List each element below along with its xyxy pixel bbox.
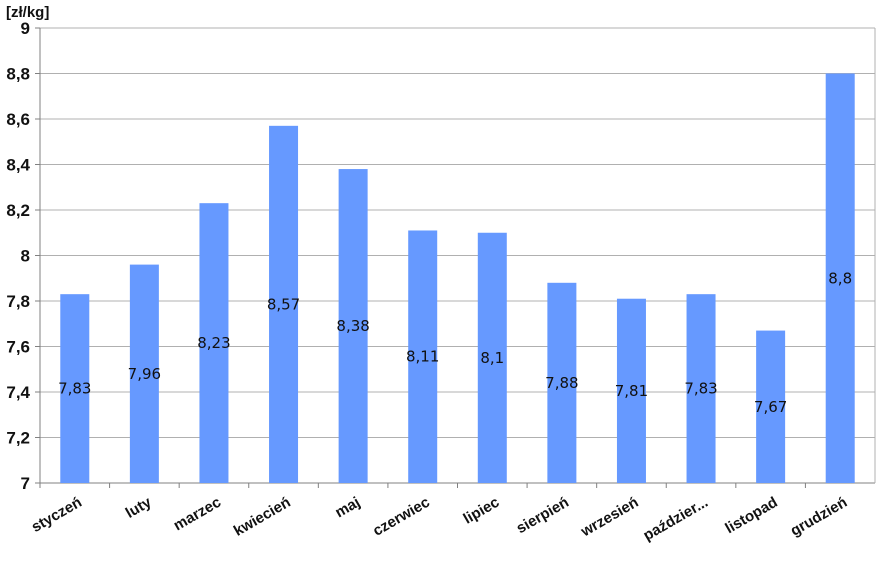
bars xyxy=(60,73,855,484)
x-axis-ticks: styczeń luty marzec kwiecień maj czerwiec lipi… xyxy=(29,483,851,545)
y-tick-label: 7,4 xyxy=(6,383,30,402)
x-tick-label: kwiecień xyxy=(231,494,294,540)
x-tick-label: styczeń xyxy=(29,494,85,536)
data-label: 8,57 xyxy=(267,295,300,313)
data-label: 8,11 xyxy=(406,348,439,366)
x-tick-label: sierpień xyxy=(514,494,572,537)
y-axis-ticks: 7 7,2 7,4 7,6 7,8 8 8,2 8,4 8,6 8,8 9 xyxy=(6,19,40,493)
data-label: 8,1 xyxy=(480,349,504,367)
y-tick-label: 7,2 xyxy=(6,429,30,448)
data-label: 7,96 xyxy=(128,365,161,383)
bar xyxy=(408,230,438,483)
x-tick-label: lipiec xyxy=(461,494,503,528)
data-label: 7,67 xyxy=(754,398,787,416)
data-label: 8,38 xyxy=(336,317,369,335)
x-tick-label: listopad xyxy=(722,494,780,537)
gridlines xyxy=(39,27,876,484)
bar xyxy=(338,169,368,484)
data-label: 7,81 xyxy=(615,382,648,400)
x-tick-label: grudzień xyxy=(788,494,851,540)
y-tick-label: 8,6 xyxy=(6,110,30,129)
data-label: 7,88 xyxy=(545,374,578,392)
x-tick-label: wrzesień xyxy=(577,494,641,541)
bar xyxy=(199,203,229,484)
bar xyxy=(686,294,716,483)
bar xyxy=(616,298,646,483)
bar xyxy=(825,73,855,483)
x-tick-label: maj xyxy=(332,494,363,522)
y-tick-label: 8,4 xyxy=(6,156,30,175)
data-label: 8,23 xyxy=(197,334,230,352)
data-label: 7,83 xyxy=(58,380,91,398)
bar xyxy=(269,125,299,483)
y-tick-label: 8,8 xyxy=(6,65,30,84)
x-tick-label: czerwiec xyxy=(370,494,433,540)
bar xyxy=(60,294,90,483)
bar xyxy=(756,330,786,483)
x-tick-label: luty xyxy=(123,493,155,521)
y-tick-label: 7,8 xyxy=(6,292,30,311)
bar xyxy=(477,232,507,483)
bar xyxy=(129,264,159,483)
y-tick-label: 9 xyxy=(21,19,30,38)
y-tick-label: 7 xyxy=(21,474,30,493)
x-tick-label: marzec xyxy=(171,494,224,535)
y-tick-label: 7,6 xyxy=(6,338,30,357)
data-label: 8,8 xyxy=(828,269,852,287)
data-labels: 7,83 7,96 8,23 8,57 8,38 8,11 8,1 7,88 7,81 7,83 7… xyxy=(58,269,852,416)
x-tick-label: paździer... xyxy=(640,494,711,545)
y-tick-label: 8 xyxy=(21,247,30,266)
bar xyxy=(547,282,577,483)
y-tick-label: 8,2 xyxy=(6,201,30,220)
data-label: 7,83 xyxy=(684,380,717,398)
y-axis-label: [zł/kg] xyxy=(6,4,49,21)
